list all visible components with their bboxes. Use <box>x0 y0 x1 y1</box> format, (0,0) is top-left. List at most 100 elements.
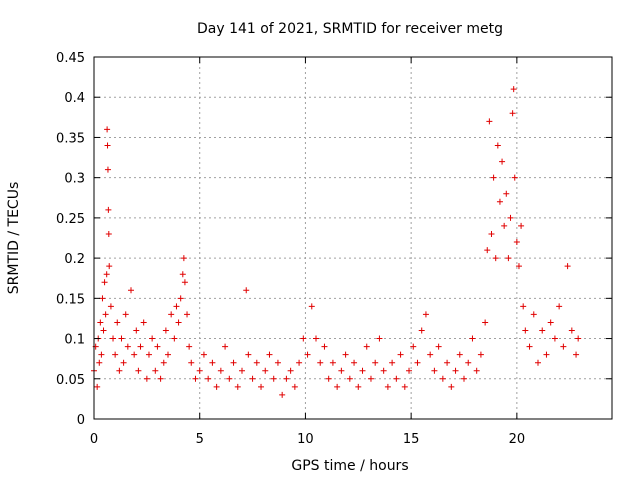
data-point <box>511 174 518 181</box>
data-point <box>171 335 178 342</box>
data-point <box>270 375 277 382</box>
data-point <box>444 359 451 366</box>
data-point <box>200 351 207 358</box>
y-tick-label: 0.45 <box>56 51 85 66</box>
data-point <box>573 351 580 358</box>
data-point <box>258 383 265 390</box>
data-point <box>351 359 358 366</box>
data-point <box>490 174 497 181</box>
data-point <box>177 295 184 302</box>
data-point <box>505 255 512 262</box>
data-point <box>122 311 129 318</box>
data-point <box>296 359 303 366</box>
data-point <box>162 327 169 334</box>
data-point <box>547 319 554 326</box>
data-point <box>496 198 503 205</box>
x-tick-label: 20 <box>509 432 526 447</box>
data-point <box>321 343 328 350</box>
data-point <box>501 222 508 229</box>
data-point <box>422 311 429 318</box>
data-point <box>154 343 161 350</box>
data-point <box>482 319 489 326</box>
data-point <box>317 359 324 366</box>
data-point <box>376 335 383 342</box>
data-point <box>325 375 332 382</box>
data-point <box>100 327 107 334</box>
y-axis-label: SRMTID / TECUs <box>6 182 22 295</box>
data-point <box>175 319 182 326</box>
data-point <box>253 359 260 366</box>
data-point <box>262 367 269 374</box>
data-point <box>448 383 455 390</box>
data-point <box>568 327 575 334</box>
data-point <box>526 343 533 350</box>
data-point <box>209 359 216 366</box>
data-point <box>143 375 150 382</box>
data-point <box>515 263 522 270</box>
data-point <box>465 359 472 366</box>
data-point <box>410 343 417 350</box>
data-point <box>560 343 567 350</box>
data-point <box>530 311 537 318</box>
data-point <box>473 367 480 374</box>
data-point <box>539 327 546 334</box>
data-point <box>414 359 421 366</box>
data-point <box>112 351 119 358</box>
data-point <box>230 359 237 366</box>
data-point <box>145 351 152 358</box>
data-points <box>91 86 582 398</box>
y-tick-label: 0.35 <box>56 131 85 146</box>
y-tick-label: 0 <box>77 413 85 428</box>
data-point <box>389 359 396 366</box>
data-point <box>492 255 499 262</box>
data-point <box>363 343 370 350</box>
y-tick-labels: 0 0.05 0.1 0.15 0.2 0.25 0.3 0.35 0.4 0.45 <box>56 51 85 428</box>
data-point <box>99 295 106 302</box>
data-point <box>107 303 114 310</box>
data-point <box>520 303 527 310</box>
data-point <box>243 287 250 294</box>
data-point <box>226 375 233 382</box>
data-point <box>308 303 315 310</box>
data-point <box>477 351 484 358</box>
data-point <box>186 343 193 350</box>
y-tick-label: 0.2 <box>64 252 85 267</box>
data-point <box>406 367 413 374</box>
data-point <box>97 319 104 326</box>
data-point <box>452 367 459 374</box>
data-point <box>513 239 520 246</box>
data-point <box>239 367 245 374</box>
data-point <box>535 359 541 366</box>
data-point <box>106 263 113 270</box>
data-point <box>192 375 199 382</box>
x-tick-label: 5 <box>196 432 204 447</box>
data-point <box>249 375 256 382</box>
data-point <box>234 383 241 390</box>
data-point <box>152 367 159 374</box>
data-point <box>484 247 491 254</box>
data-point <box>196 367 203 374</box>
data-point <box>105 206 112 213</box>
chart-title: Day 141 of 2021, SRMTID for receiver met… <box>197 21 503 37</box>
data-point <box>160 359 167 366</box>
data-point <box>384 383 391 390</box>
y-tick-label: 0.05 <box>56 373 85 388</box>
data-point <box>338 367 345 374</box>
data-point <box>499 158 506 165</box>
y-tick-label: 0.15 <box>56 292 85 307</box>
data-point <box>180 255 187 262</box>
data-point <box>102 311 109 318</box>
data-point <box>168 311 175 318</box>
data-point <box>165 351 171 358</box>
y-tick-label: 0.25 <box>56 212 85 227</box>
axes <box>93 56 612 420</box>
x-tick-label: 15 <box>403 432 420 447</box>
data-point <box>380 367 387 374</box>
x-axis-label: GPS time / hours <box>291 458 408 474</box>
data-point <box>140 319 147 326</box>
data-point <box>133 327 140 334</box>
data-point <box>518 222 525 229</box>
data-point <box>329 359 336 366</box>
data-point <box>342 351 349 358</box>
